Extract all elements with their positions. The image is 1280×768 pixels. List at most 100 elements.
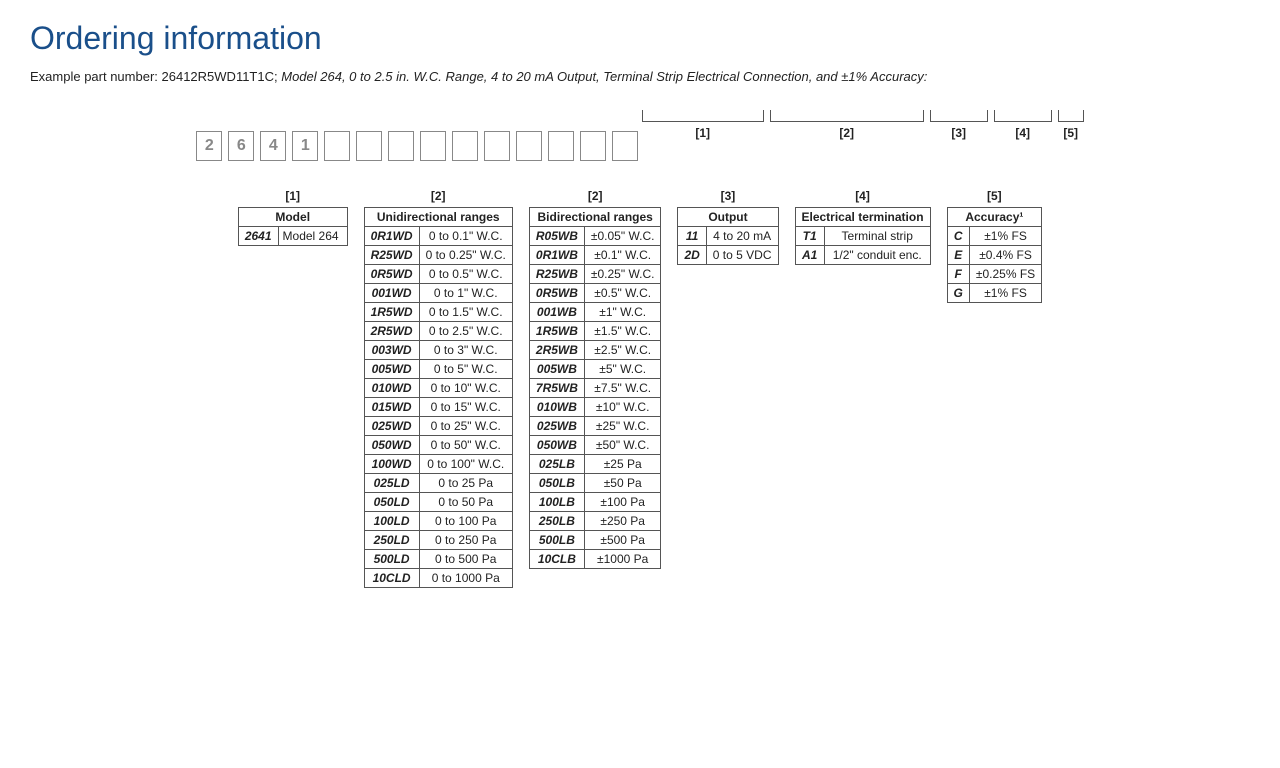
desc-cell: Terminal strip xyxy=(824,227,930,246)
desc-cell: 0 to 50 Pa xyxy=(419,493,512,512)
pn-box xyxy=(580,131,606,161)
table-header: Accuracy¹ xyxy=(947,208,1042,227)
desc-cell: ±1000 Pa xyxy=(584,550,661,569)
code-cell: 100WD xyxy=(364,455,419,474)
desc-cell: 0 to 1" W.C. xyxy=(419,284,512,303)
desc-cell: 0 to 0.25" W.C. xyxy=(419,246,512,265)
desc-cell: 0 to 50" W.C. xyxy=(419,436,512,455)
table-row: 050LB±50 Pa xyxy=(529,474,661,493)
code-cell: 1R5WB xyxy=(529,322,584,341)
code-cell: 500LD xyxy=(364,550,419,569)
pn-box xyxy=(388,131,414,161)
table-row: 250LD0 to 250 Pa xyxy=(364,531,512,550)
code-cell: 010WD xyxy=(364,379,419,398)
table-header: Model xyxy=(238,208,347,227)
table-row: 025WD0 to 25" W.C. xyxy=(364,417,512,436)
table-row: G±1% FS xyxy=(947,284,1042,303)
desc-cell: 1/2" conduit enc. xyxy=(824,246,930,265)
bracket xyxy=(994,110,1052,122)
code-cell: 015WD xyxy=(364,398,419,417)
code-cell: 005WB xyxy=(529,360,584,379)
code-cell: R25WD xyxy=(364,246,419,265)
desc-cell: 0 to 0.5" W.C. xyxy=(419,265,512,284)
code-cell: 050WB xyxy=(529,436,584,455)
table-row: 114 to 20 mA xyxy=(678,227,778,246)
table-row: 100LB±100 Pa xyxy=(529,493,661,512)
table-row: 015WD0 to 15" W.C. xyxy=(364,398,512,417)
desc-cell: 0 to 2.5" W.C. xyxy=(419,322,512,341)
bracket-label: [4] xyxy=(994,126,1052,140)
code-cell: 025WD xyxy=(364,417,419,436)
code-cell: 0R5WD xyxy=(364,265,419,284)
table-row: 003WD0 to 3" W.C. xyxy=(364,341,512,360)
pn-box xyxy=(484,131,510,161)
table-row: 7R5WB±7.5" W.C. xyxy=(529,379,661,398)
code-cell: 010WB xyxy=(529,398,584,417)
code-cell: 500LB xyxy=(529,531,584,550)
col-tag: [2] xyxy=(588,189,603,203)
code-cell: 250LD xyxy=(364,531,419,550)
desc-cell: 0 to 5" W.C. xyxy=(419,360,512,379)
code-cell: 100LD xyxy=(364,512,419,531)
bracket xyxy=(1058,110,1084,122)
desc-cell: ±100 Pa xyxy=(584,493,661,512)
code-cell: 7R5WB xyxy=(529,379,584,398)
table-row: 1R5WB±1.5" W.C. xyxy=(529,322,661,341)
table-header: Output xyxy=(678,208,778,227)
tables-row: [1] Model2641Model 264 [2] Unidirectiona… xyxy=(30,189,1250,588)
col-model: [1] Model2641Model 264 xyxy=(238,189,348,246)
code-cell: E xyxy=(947,246,969,265)
col-acc: [5] Accuracy¹C±1% FSE±0.4% FSF±0.25% FSG… xyxy=(947,189,1043,303)
pn-box xyxy=(548,131,574,161)
table-row: 025LD0 to 25 Pa xyxy=(364,474,512,493)
table-row: 1R5WD0 to 1.5" W.C. xyxy=(364,303,512,322)
pn-box xyxy=(516,131,542,161)
code-cell: 025WB xyxy=(529,417,584,436)
bracket-label: [1] xyxy=(642,126,764,140)
desc-cell: 0 to 15" W.C. xyxy=(419,398,512,417)
code-cell: 001WB xyxy=(529,303,584,322)
table-row: 005WB±5" W.C. xyxy=(529,360,661,379)
code-cell: 2D xyxy=(678,246,706,265)
col-tag: [2] xyxy=(431,189,446,203)
table-row: 2R5WD0 to 2.5" W.C. xyxy=(364,322,512,341)
bracket xyxy=(770,110,924,122)
col-bi: [2] Bidirectional rangesR05WB±0.05" W.C.… xyxy=(529,189,662,569)
pn-box: 6 xyxy=(228,131,254,161)
code-cell: 250LB xyxy=(529,512,584,531)
code-cell: 2R5WB xyxy=(529,341,584,360)
example-desc: Model 264, 0 to 2.5 in. W.C. Range, 4 to… xyxy=(281,69,927,84)
desc-cell: ±500 Pa xyxy=(584,531,661,550)
table-row: 100WD0 to 100" W.C. xyxy=(364,455,512,474)
table-row: 025LB±25 Pa xyxy=(529,455,661,474)
desc-cell: ±0.4% FS xyxy=(969,246,1041,265)
code-cell: 10CLD xyxy=(364,569,419,588)
pn-box: 1 xyxy=(292,131,318,161)
col-tag: [1] xyxy=(285,189,300,203)
table-termination: Electrical terminationT1Terminal stripA1… xyxy=(795,207,931,265)
desc-cell: ±0.1" W.C. xyxy=(584,246,661,265)
desc-cell: 0 to 1000 Pa xyxy=(419,569,512,588)
table-row: 050WD0 to 50" W.C. xyxy=(364,436,512,455)
desc-cell: 0 to 1.5" W.C. xyxy=(419,303,512,322)
desc-cell: ±25 Pa xyxy=(584,455,661,474)
table-bidirectional: Bidirectional rangesR05WB±0.05" W.C.0R1W… xyxy=(529,207,662,569)
desc-cell: Model 264 xyxy=(278,227,347,246)
desc-cell: 0 to 10" W.C. xyxy=(419,379,512,398)
desc-cell: 0 to 25 Pa xyxy=(419,474,512,493)
bracket-label: [5] xyxy=(1058,126,1084,140)
desc-cell: 0 to 500 Pa xyxy=(419,550,512,569)
example-line: Example part number: 26412R5WD11T1C; Mod… xyxy=(30,69,1250,84)
table-row: F±0.25% FS xyxy=(947,265,1042,284)
desc-cell: 0 to 3" W.C. xyxy=(419,341,512,360)
table-row: 050WB±50" W.C. xyxy=(529,436,661,455)
table-row: 2641Model 264 xyxy=(238,227,347,246)
code-cell: 003WD xyxy=(364,341,419,360)
desc-cell: 0 to 100 Pa xyxy=(419,512,512,531)
table-row: 2D0 to 5 VDC xyxy=(678,246,778,265)
pn-boxes: 2641 xyxy=(196,131,638,161)
code-cell: 005WD xyxy=(364,360,419,379)
example-lead: Example part number: xyxy=(30,69,162,84)
table-row: A11/2" conduit enc. xyxy=(795,246,930,265)
desc-cell: ±0.5" W.C. xyxy=(584,284,661,303)
